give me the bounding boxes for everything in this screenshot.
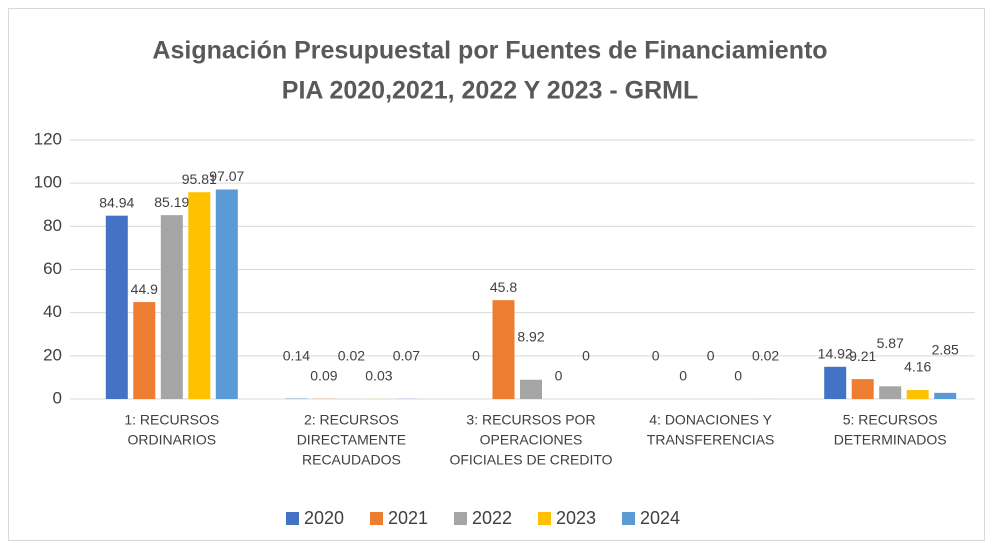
y-tick-label: 120	[34, 129, 62, 148]
data-label: 44.9	[131, 281, 158, 297]
legend-label: 2021	[388, 508, 428, 528]
x-tick-label: ORDINARIOS	[127, 432, 216, 448]
chart-title: Asignación Presupuestal por Fuentes de F…	[152, 37, 827, 65]
x-tick-label: DIRECTAMENTE	[297, 432, 406, 448]
data-label: 0.03	[365, 368, 392, 384]
legend-swatch	[370, 512, 383, 525]
legend-swatch	[622, 512, 635, 525]
y-tick-label: 20	[43, 345, 62, 364]
data-label: 0	[472, 348, 480, 364]
data-label: 85.19	[154, 194, 189, 210]
data-label: 4.16	[904, 359, 931, 375]
data-label: 0	[734, 368, 742, 384]
data-label: 95.81	[182, 171, 217, 187]
data-label: 2.85	[932, 342, 959, 358]
bar	[105, 215, 128, 399]
legend-swatch	[454, 512, 467, 525]
data-label: 84.94	[99, 194, 134, 210]
data-label: 0.14	[283, 347, 310, 363]
x-tick-label: 2: RECURSOS	[304, 412, 399, 428]
legend-swatch	[538, 512, 551, 525]
bar	[934, 392, 957, 399]
data-label: 5.87	[877, 335, 904, 351]
data-label: 0	[582, 348, 590, 364]
legend-label: 2023	[556, 508, 596, 528]
data-label: 9.21	[849, 348, 876, 364]
bar	[492, 300, 515, 399]
x-tick-label: 4: DONACIONES Y	[649, 412, 772, 428]
data-label: 0	[555, 368, 563, 384]
data-label: 14.92	[818, 346, 853, 362]
x-tick-label: DETERMINADOS	[834, 432, 947, 448]
data-label: 0	[679, 368, 687, 384]
y-tick-label: 0	[53, 388, 62, 407]
x-tick-label: OFICIALES DE CREDITO	[449, 452, 612, 468]
legend-label: 2024	[640, 508, 680, 528]
y-tick-label: 80	[43, 216, 62, 235]
chart-title: PIA 2020,2021, 2022 Y 2023 - GRML	[282, 77, 698, 105]
bar	[906, 390, 929, 399]
data-label: 0	[652, 348, 660, 364]
bar	[160, 215, 183, 399]
x-tick-label: 3: RECURSOS POR	[466, 412, 595, 428]
x-tick-label: TRANSFERENCIAS	[647, 432, 775, 448]
x-tick-label: RECAUDADOS	[302, 452, 401, 468]
data-label: 8.92	[517, 328, 544, 344]
y-tick-label: 40	[43, 302, 62, 321]
bar	[824, 366, 847, 399]
x-tick-label: 5: RECURSOS	[843, 412, 938, 428]
legend-swatch	[286, 512, 299, 525]
data-label: 0.02	[338, 348, 365, 364]
x-tick-label: OPERACIONES	[480, 432, 583, 448]
bar	[879, 386, 902, 399]
data-label: 97.07	[209, 168, 244, 184]
data-label: 0.07	[393, 348, 420, 364]
data-label: 0	[707, 348, 715, 364]
bar	[851, 379, 874, 399]
x-tick-label: 1: RECURSOS	[124, 412, 219, 428]
data-label: 45.8	[490, 279, 517, 295]
legend-label: 2020	[304, 508, 344, 528]
bar	[133, 302, 156, 399]
legend-label: 2022	[472, 508, 512, 528]
bar	[215, 189, 238, 399]
y-tick-label: 100	[34, 173, 62, 192]
bar	[188, 192, 211, 399]
data-label: 0.09	[310, 368, 337, 384]
data-label: 0.02	[752, 348, 779, 364]
bar	[520, 379, 542, 399]
y-tick-label: 60	[43, 259, 62, 278]
